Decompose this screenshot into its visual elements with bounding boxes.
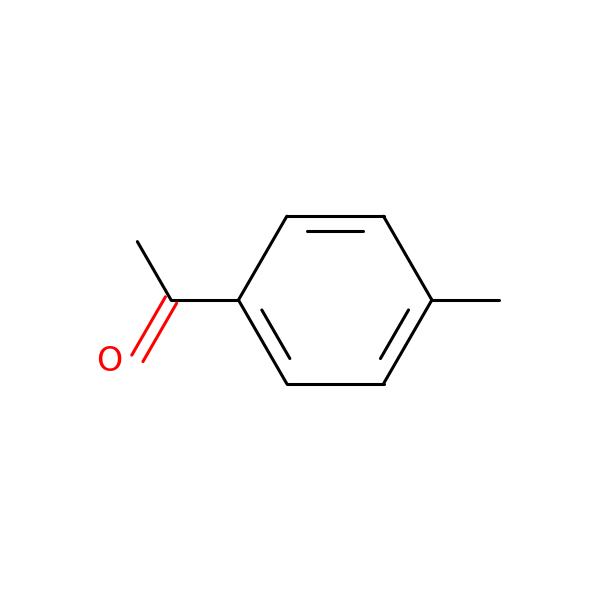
Text: O: O bbox=[97, 346, 123, 379]
